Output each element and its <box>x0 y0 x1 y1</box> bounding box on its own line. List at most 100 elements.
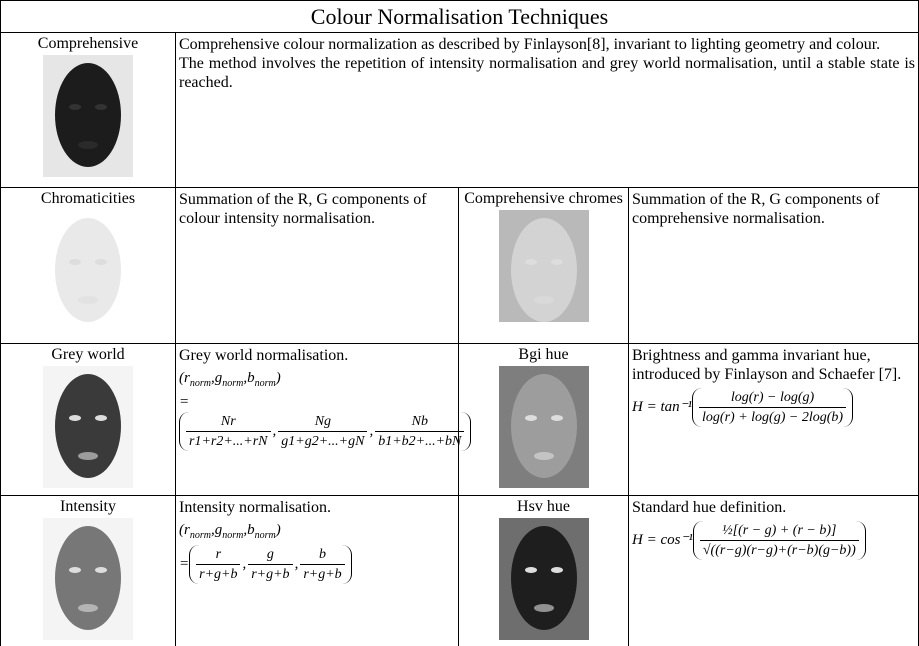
fraction: g r+g+b <box>248 545 293 584</box>
formula: H = cos⁻¹ ½[(r − g) + (r − b)] √((r−g)(r−g… <box>632 521 915 560</box>
numerator: Nb <box>411 414 428 429</box>
technique-cell: Intensity <box>0 495 176 646</box>
fraction: ½[(r − g) + (r − b)] √((r−g)(r−g)+(r−b)(g… <box>699 521 859 560</box>
face-image <box>43 55 133 177</box>
formula: H = tan⁻¹ log(r) − log(g) log(r) + log(g) … <box>632 388 915 427</box>
fraction: Nb b1+b2+...+bN <box>375 412 465 451</box>
description-text: Comprehensive colour normalization as de… <box>179 36 881 53</box>
formula-symbol: ( <box>179 522 184 538</box>
technique-cell: Grey world <box>0 343 176 496</box>
formula-variable: g <box>214 370 223 386</box>
technique-name: Bgi hue <box>518 346 569 363</box>
technique-name: Chromaticities <box>40 190 136 207</box>
description-text: Grey world normalisation. <box>179 347 349 364</box>
formula-lhs: (rnorm,gnorm,bnorm) <box>179 521 455 545</box>
formula-symbol: ) <box>275 522 281 538</box>
description-text: Intensity normalisation. <box>179 499 331 516</box>
face-image <box>498 366 589 488</box>
denominator: r1+r2+...+rN <box>186 431 271 451</box>
formula: (rnorm,gnorm,bnorm) = r r+g+b, g r+g+b, b r+g+b <box>179 521 455 584</box>
description-cell: Summation of the R, G components of colo… <box>175 187 459 344</box>
formula-symbol: , <box>210 370 215 386</box>
face-image <box>498 210 589 322</box>
formula-separator: , <box>242 556 247 572</box>
technique-name: Comprehensive chromes <box>464 190 623 207</box>
face-image <box>498 518 589 640</box>
description-cell: Standard hue definition. H = cos⁻¹ ½[(r − … <box>628 495 919 646</box>
technique-cell: Comprehensive chromes <box>458 187 629 344</box>
formula-lhs: (rnorm,gnorm,bnorm) <box>179 369 455 393</box>
formula-subscript: norm <box>254 378 276 389</box>
formula-subscript: norm <box>222 530 244 541</box>
face-image <box>43 366 133 488</box>
formula-paren: ½[(r − g) + (r − b)] √((r−g)(r−g)+(r−b)(g… <box>692 521 866 560</box>
numerator: Ng <box>314 414 332 429</box>
formula-equals: = <box>179 556 190 572</box>
formula-variable: b <box>247 522 255 538</box>
description-cell: Brightness and gamma invariant hue, intr… <box>628 343 919 496</box>
fraction: Nr r1+r2+...+rN <box>186 412 271 451</box>
formula-symbol: , <box>243 370 248 386</box>
description-cell: Comprehensive colour normalization as de… <box>175 32 919 188</box>
formula-paren: log(r) − log(g) log(r) + log(g) − 2log(b) <box>692 388 854 427</box>
denominator: √((r−g)(r−g)+(r−b)(g−b)) <box>699 540 859 560</box>
technique-name: Comprehensive <box>37 35 139 52</box>
fraction: r r+g+b <box>196 545 241 584</box>
description-text: Summation of the R, G components of comp… <box>632 191 880 227</box>
numerator: r <box>215 547 222 562</box>
table-title: Colour Normalisation Techniques <box>0 0 919 33</box>
numerator: g <box>266 547 274 562</box>
denominator: r+g+b <box>196 564 241 584</box>
formula-symbol: , <box>243 522 248 538</box>
technique-name: Intensity <box>60 498 116 515</box>
description-text: The method involves the repetition of in… <box>179 55 915 91</box>
denominator: r+g+b <box>248 564 293 584</box>
formula-separator: , <box>294 556 299 572</box>
formula-variable: b <box>247 370 255 386</box>
formula-subscript: norm <box>189 378 211 389</box>
formula-separator: , <box>369 423 374 439</box>
denominator: r+g+b <box>300 564 345 584</box>
formula-prefix: H = tan⁻¹ <box>632 399 693 415</box>
technique-cell: Chromaticities <box>0 187 176 344</box>
face-image <box>43 210 133 332</box>
face-image <box>43 518 133 640</box>
description-cell: Grey world normalisation. (rnorm,gnorm,bn… <box>175 343 472 496</box>
formula-variable: r <box>184 370 190 386</box>
formula-prefix: H = cos⁻¹ <box>632 532 693 548</box>
numerator: b <box>318 547 326 562</box>
formula-separator: , <box>272 423 277 439</box>
numerator: ½[(r − g) + (r − b)] <box>722 523 837 538</box>
description-cell: Summation of the R, G components of comp… <box>628 187 919 344</box>
formula-subscript: norm <box>254 530 276 541</box>
description-cell: Intensity normalisation. (rnorm,gnorm,bno… <box>175 495 459 646</box>
technique-cell: Bgi hue <box>458 343 629 496</box>
numerator: Nr <box>220 414 236 429</box>
formula-variable: g <box>214 522 223 538</box>
formula: (rnorm,gnorm,bnorm) = Nr r1+r2+...+rN, Ng g1+… <box>179 369 472 451</box>
technique-name: Hsv hue <box>517 498 570 515</box>
formula-equals: = <box>179 394 190 410</box>
formula-symbol: ) <box>275 370 281 386</box>
fraction: b r+g+b <box>300 545 345 584</box>
description-text: Standard hue definition. <box>632 499 787 516</box>
formula-subscript: norm <box>222 378 244 389</box>
denominator: log(r) + log(g) − 2log(b) <box>699 407 847 427</box>
denominator: g1+g2+...+gN <box>278 431 368 451</box>
formula-symbol: , <box>210 522 215 538</box>
technique-cell: Hsv hue <box>458 495 629 646</box>
numerator: log(r) − log(g) <box>730 390 815 405</box>
technique-cell: Comprehensive <box>0 32 176 188</box>
formula-paren: r r+g+b, g r+g+b, b r+g+b <box>189 545 352 584</box>
fraction: Ng g1+g2+...+gN <box>278 412 368 451</box>
description-text: Summation of the R, G components of colo… <box>179 191 427 227</box>
description-text: Brightness and gamma invariant hue, intr… <box>632 347 902 383</box>
formula-paren: Nr r1+r2+...+rN, Ng g1+g2+...+gN, Nb b1+b2+..… <box>179 412 472 451</box>
formula-subscript: norm <box>189 530 211 541</box>
denominator: b1+b2+...+bN <box>375 431 465 451</box>
formula-symbol: ( <box>179 370 184 386</box>
formula-variable: r <box>184 522 190 538</box>
fraction: log(r) − log(g) log(r) + log(g) − 2log(b) <box>699 388 847 427</box>
technique-name: Grey world <box>51 346 125 363</box>
